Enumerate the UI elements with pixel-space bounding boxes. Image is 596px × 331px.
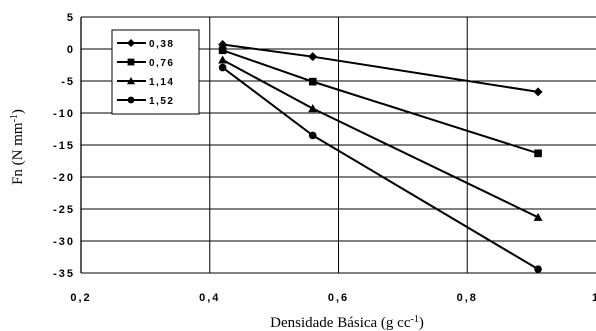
y-tick-label: 5	[67, 12, 75, 24]
y-tick-label: -20	[53, 172, 75, 184]
square-marker	[308, 77, 317, 86]
circle-marker	[308, 131, 317, 140]
y-tick-label: -35	[53, 268, 75, 280]
diamond-marker	[308, 52, 318, 62]
legend-item: 1,52	[117, 96, 174, 107]
legend: 0,38 0,76 1,14 1,52	[111, 29, 200, 115]
y-axis-label: Fn (N mm-1)	[9, 109, 27, 185]
y-tick-label: -15	[53, 140, 75, 152]
circle-marker	[534, 265, 542, 273]
series-triangle	[218, 55, 543, 221]
legend-label: 1,14	[149, 77, 174, 88]
square-marker	[534, 149, 542, 158]
x-axis-label-end: )	[419, 315, 424, 331]
legend-item: 1,14	[117, 77, 174, 88]
legend-label: 0,76	[149, 58, 174, 69]
y-tick-label: -25	[53, 204, 75, 216]
diamond-marker	[533, 87, 543, 97]
y-tick-label: 0	[67, 44, 75, 56]
square-marker	[127, 58, 135, 66]
x-axis-label-main: Densidade Básica (g cc	[270, 315, 411, 331]
series-group	[218, 40, 543, 273]
triangle-marker	[127, 77, 135, 85]
circle-marker	[218, 63, 227, 72]
triangle-marker	[218, 55, 228, 64]
y-tick-label: -5	[61, 76, 75, 88]
x-tick-label: 0,6	[328, 292, 349, 304]
x-axis-label: Densidade Básica (g cc-1)	[270, 314, 424, 331]
y-tick-label: -30	[53, 236, 75, 248]
y-axis-label-main: Fn (N mm	[10, 122, 26, 185]
x-tick-label: 0,8	[457, 292, 478, 304]
circle-marker	[127, 96, 135, 104]
series-line	[222, 66, 539, 271]
x-tick-label: 0,4	[199, 292, 220, 304]
legend-label: 1,52	[149, 96, 174, 107]
x-tick-labels: 0,2 0,4 0,6 0,8 1	[70, 292, 596, 304]
legend-item: 0,76	[117, 58, 174, 69]
legend-label: 0,38	[149, 39, 174, 50]
series-line	[222, 49, 539, 155]
x-tick-label: 0,2	[70, 292, 91, 304]
y-tick-label: -10	[53, 108, 75, 120]
y-axis-label-end: )	[10, 109, 26, 114]
diamond-marker	[127, 39, 135, 47]
x-tick-label: 1	[592, 292, 596, 304]
legend-item: 0,38	[117, 39, 174, 50]
triangle-marker	[533, 212, 543, 221]
x-axis-label-sup: -1	[411, 314, 419, 325]
triangle-marker	[308, 104, 318, 113]
y-axis-label-sup: -1	[9, 114, 20, 122]
series-square	[218, 46, 542, 158]
square-marker	[218, 46, 227, 55]
series-diamond	[218, 40, 543, 97]
y-tick-labels: 5 0 -5 -10 -15 -20 -25 -30 -35	[53, 12, 75, 280]
series-circle	[218, 63, 542, 273]
